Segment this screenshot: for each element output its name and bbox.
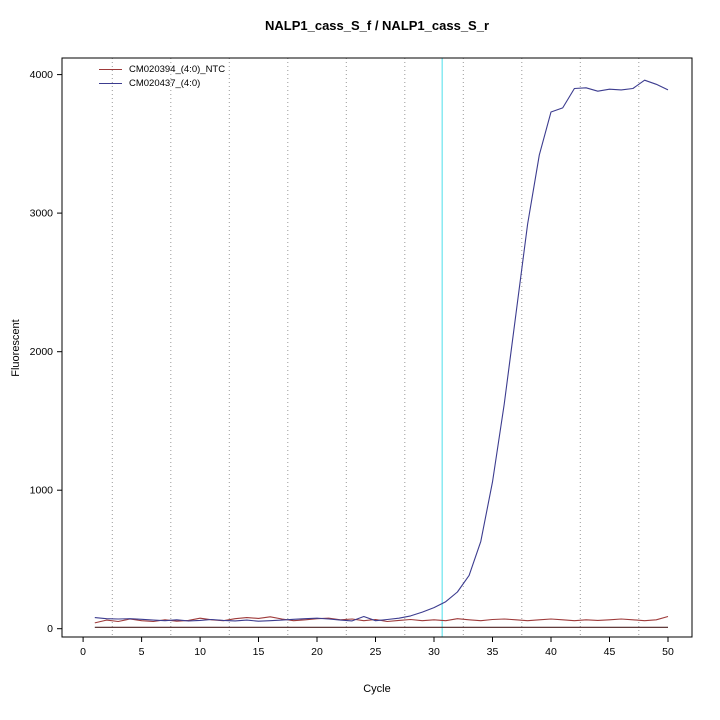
- x-tick-label: 15: [253, 646, 265, 658]
- x-axis-label: Cycle: [363, 683, 391, 695]
- x-tick-label: 35: [487, 646, 499, 658]
- y-tick-label: 1000: [30, 485, 54, 497]
- plot-border: [61, 57, 693, 638]
- x-tick-label: 45: [604, 646, 616, 658]
- x-tick-label: 50: [662, 646, 674, 658]
- legend: CM020394_(4:0)_NTC CM020437_(4:0): [99, 64, 225, 89]
- sample-line-swatch: [99, 83, 122, 84]
- x-tick-label: 30: [428, 646, 440, 658]
- y-tick-label: 2000: [30, 346, 54, 358]
- x-tick-label: 40: [545, 646, 557, 658]
- x-tick-label: 20: [311, 646, 323, 658]
- ntc-line-swatch: [99, 69, 122, 70]
- y-tick-label: 4000: [30, 69, 54, 81]
- chart-title: NALP1_cass_S_f / NALP1_cass_S_r: [264, 18, 490, 33]
- x-tick-label: 25: [370, 646, 382, 658]
- y-tick-label: 3000: [30, 208, 54, 220]
- x-tick-label: 5: [139, 646, 145, 658]
- y-tick-label: 0: [47, 623, 53, 635]
- legend-label-sample: CM020437_(4:0): [129, 78, 201, 89]
- x-tick-label: 0: [80, 646, 86, 658]
- series-line-CM020437_(4:0): [94, 79, 669, 622]
- x-tick-label: 10: [194, 646, 206, 658]
- legend-label-ntc: CM020394_(4:0)_NTC: [129, 64, 226, 75]
- legend-entry-sample: CM020437_(4:0): [99, 78, 225, 89]
- legend-entry-ntc: CM020394_(4:0)_NTC: [99, 64, 225, 75]
